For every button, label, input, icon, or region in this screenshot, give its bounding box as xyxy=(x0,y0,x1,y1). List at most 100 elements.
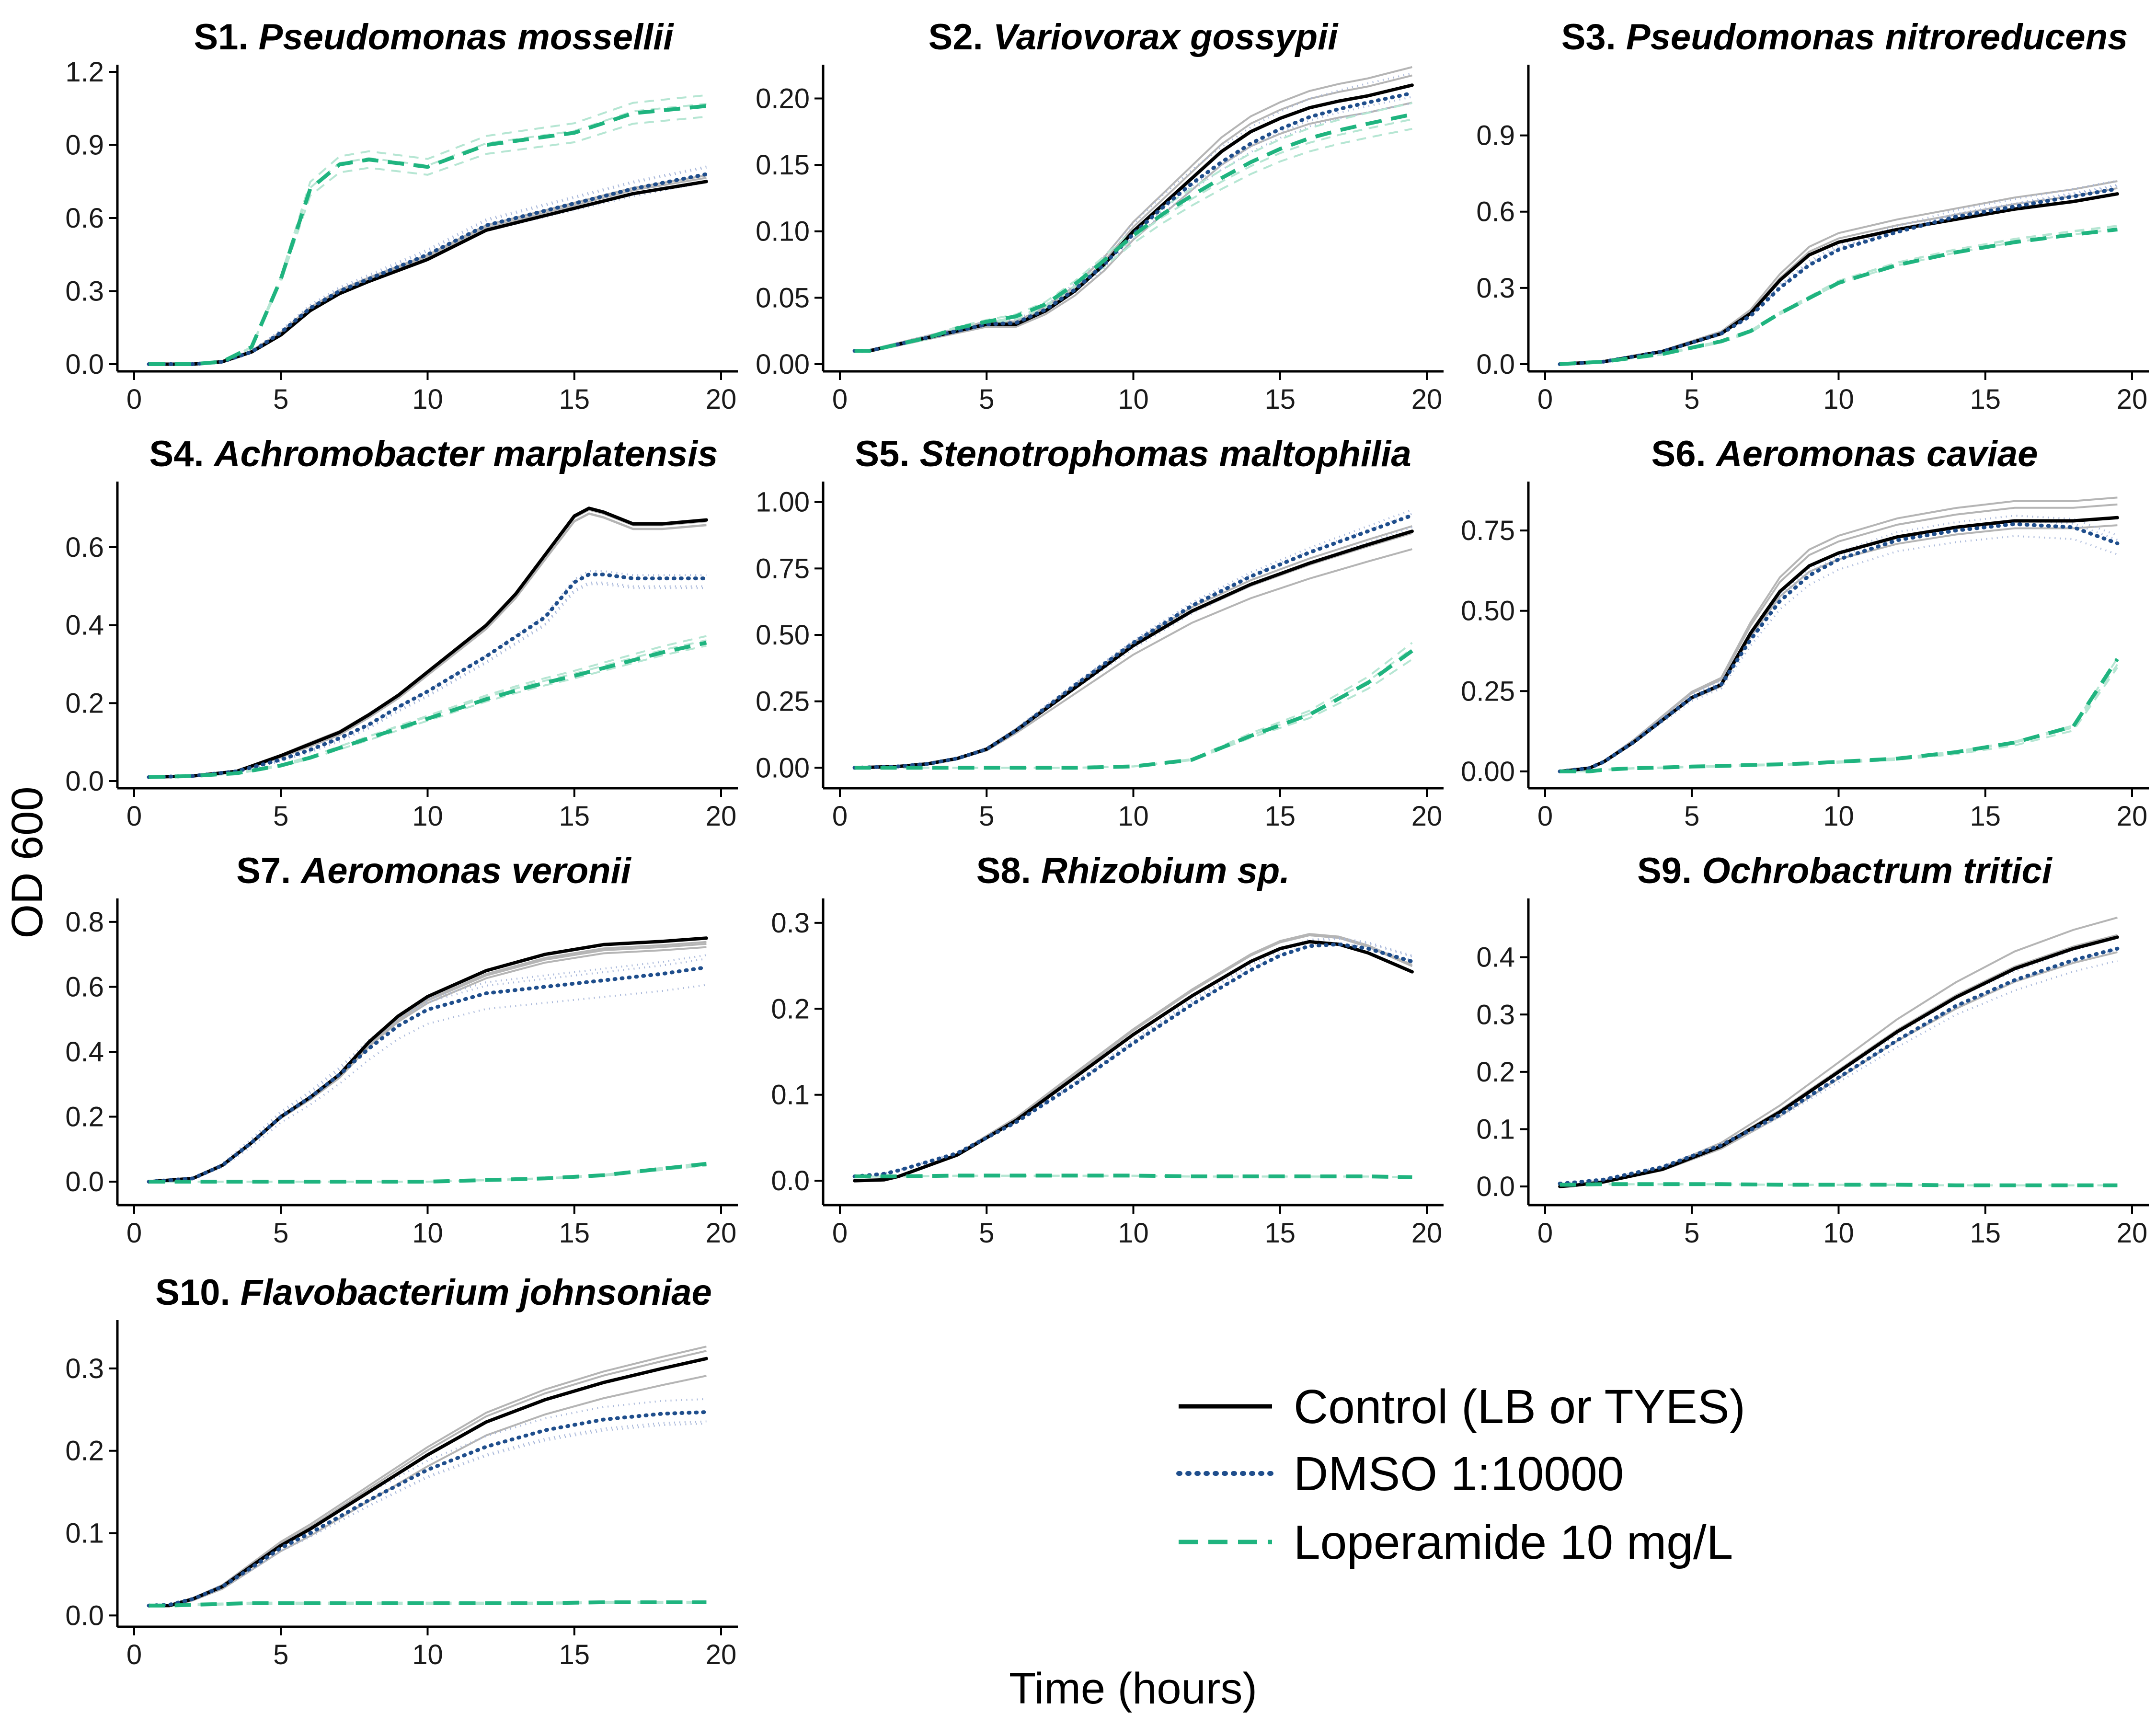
series-line-dmso xyxy=(852,513,1414,770)
x-tick-label: 20 xyxy=(2117,801,2148,832)
legend: Control (LB or TYES) DMSO 1:10000 Lopera… xyxy=(1176,1380,1745,1569)
x-tick-label: 0 xyxy=(126,801,142,832)
replicate-trace-loperamide xyxy=(149,639,707,778)
replicate-trace-loperamide xyxy=(149,115,707,365)
replicate-trace-control xyxy=(1560,916,2118,1188)
x-tick-label: 20 xyxy=(2117,1218,2148,1249)
x-axis-title: Time (hours) xyxy=(1009,1664,1257,1713)
y-tick-label: 0.2 xyxy=(65,1102,104,1133)
series-line-loperamide xyxy=(149,1162,707,1184)
replicate-trace-dmso xyxy=(149,581,707,779)
replicate-trace-loperamide xyxy=(1560,658,2119,772)
replicate-trace-dmso xyxy=(149,984,707,1183)
panel-title: S5. Stenotrophomas maltophilia xyxy=(855,434,1411,474)
panel-s9: S9. Ochrobactrum tritici 0 5 10 15 20 0.0 0.1 0.… xyxy=(1476,851,2149,1249)
y-tick-label: 0.1 xyxy=(1476,1114,1515,1145)
x-tick-label: 5 xyxy=(273,801,288,832)
replicate-trace-control xyxy=(149,512,707,779)
panel-code: S9. xyxy=(1637,851,1702,891)
panel-title: S4. Achromobacter marplatensis xyxy=(149,434,718,474)
x-tick-label: 5 xyxy=(979,801,994,832)
y-tick-label: 0.3 xyxy=(771,908,810,939)
replicate-trace-loperamide xyxy=(149,644,707,779)
x-tick-label: 5 xyxy=(273,1639,288,1670)
panel-s3: S3. Pseudomonas nitroreducens 0 5 10 15 20 0.0… xyxy=(1476,17,2149,415)
panel-code: S3. xyxy=(1561,17,1626,58)
replicate-trace-loperamide xyxy=(1560,664,2119,772)
replicate-trace-control xyxy=(1560,180,2118,365)
panel-code: S10. xyxy=(155,1272,240,1313)
panel-species: Aeromonas veronii xyxy=(300,851,631,891)
replicate-trace-dmso xyxy=(149,1398,707,1606)
x-tick-label: 10 xyxy=(412,1218,443,1249)
panel-s2: S2. Variovorax gossypii 0 5 10 15 20 0.00 0.05 0… xyxy=(756,17,1444,415)
x-tick-label: 0 xyxy=(832,1218,848,1249)
series-line-loperamide xyxy=(149,104,707,366)
panel-code: S1. xyxy=(194,17,258,58)
replicate-trace-control xyxy=(149,513,707,779)
x-tick-label: 5 xyxy=(979,1218,994,1249)
panel-title: S2. Variovorax gossypii xyxy=(929,17,1339,58)
x-tick-label: 0 xyxy=(832,801,848,832)
series-line-dmso xyxy=(147,965,709,1184)
series-line-loperamide xyxy=(854,1173,1412,1179)
replicate-trace-control xyxy=(854,66,1412,351)
y-tick-label: 0.2 xyxy=(65,1436,104,1467)
series-line-control xyxy=(147,936,708,1184)
y-tick-label: 0.0 xyxy=(771,1165,810,1196)
y-tick-label: 0.6 xyxy=(65,203,104,234)
y-tick-label: 1.2 xyxy=(65,57,104,88)
replicate-trace-control xyxy=(854,934,1413,1182)
y-tick-label: 0.0 xyxy=(65,1166,104,1197)
series-line-dmso xyxy=(147,1410,709,1608)
x-tick-label: 10 xyxy=(1118,384,1149,415)
replicate-trace-loperamide xyxy=(149,94,707,365)
x-tick-label: 0 xyxy=(1537,801,1553,832)
x-tick-label: 20 xyxy=(706,1218,737,1249)
series-line-dmso xyxy=(1558,187,2120,366)
x-tick-label: 10 xyxy=(1823,384,1854,415)
y-tick-label: 0.2 xyxy=(65,688,104,719)
panel-s1: S1. Pseudomonas mossellii 0 5 10 15 20 0.0 0.3 0… xyxy=(65,17,738,415)
x-tick-label: 10 xyxy=(1823,1218,1854,1249)
replicate-trace-control xyxy=(149,174,707,365)
replicate-trace-control xyxy=(854,934,1413,1182)
replicate-trace-loperamide xyxy=(854,102,1412,352)
series-line-loperamide xyxy=(854,649,1413,770)
y-tick-label: 0.0 xyxy=(65,349,104,380)
replicate-trace-control xyxy=(149,1346,707,1606)
y-tick-label: 0.4 xyxy=(65,610,104,641)
panel-s4: S4. Achromobacter marplatensis 0 5 10 15 20 0.… xyxy=(65,434,738,832)
replicate-trace-dmso xyxy=(854,938,1412,1178)
y-tick-label: 1.00 xyxy=(756,487,810,518)
x-tick-label: 10 xyxy=(412,384,443,415)
replicate-trace-loperamide xyxy=(149,635,707,778)
x-tick-label: 20 xyxy=(1411,801,1443,832)
series-line-control xyxy=(853,940,1414,1183)
replicate-trace-dmso xyxy=(149,181,707,365)
panel-title: S6. Aeromonas caviae xyxy=(1651,434,2038,474)
y-tick-label: 0.3 xyxy=(1476,273,1515,304)
legend-label-loperamide: Loperamide 10 mg/L xyxy=(1294,1516,1733,1569)
series-line-dmso xyxy=(1558,522,2120,773)
replicate-trace-control xyxy=(854,532,1412,769)
y-tick-label: 0.6 xyxy=(65,971,104,1002)
series-line-control xyxy=(147,506,708,779)
x-tick-label: 20 xyxy=(706,384,737,415)
y-tick-label: 0.00 xyxy=(756,752,810,783)
panel-code: S4. xyxy=(149,434,214,474)
panel-s8: S8. Rhizobium sp. 0 5 10 15 20 0.0 0.1 0.2 0.3 xyxy=(771,851,1444,1249)
series-line-control xyxy=(147,180,708,366)
legend-label-control: Control (LB or TYES) xyxy=(1294,1380,1745,1434)
panel-title: S9. Ochrobactrum tritici xyxy=(1637,851,2053,891)
panel-s6: S6. Aeromonas caviae 0 5 10 15 20 0.00 0.25 0.50… xyxy=(1461,434,2149,832)
legend-label-dmso: DMSO 1:10000 xyxy=(1294,1447,1624,1501)
replicate-trace-loperamide xyxy=(1560,667,2119,772)
panel-code: S8. xyxy=(976,851,1041,891)
x-tick-label: 15 xyxy=(559,384,590,415)
x-tick-label: 0 xyxy=(126,1218,142,1249)
panel-species: Flavobacterium johnsoniae xyxy=(241,1272,712,1313)
panel-s7: S7. Aeromonas veronii 0 5 10 15 20 0.0 0.2 0.4 0.… xyxy=(65,851,738,1249)
y-tick-label: 0.6 xyxy=(1476,196,1515,228)
